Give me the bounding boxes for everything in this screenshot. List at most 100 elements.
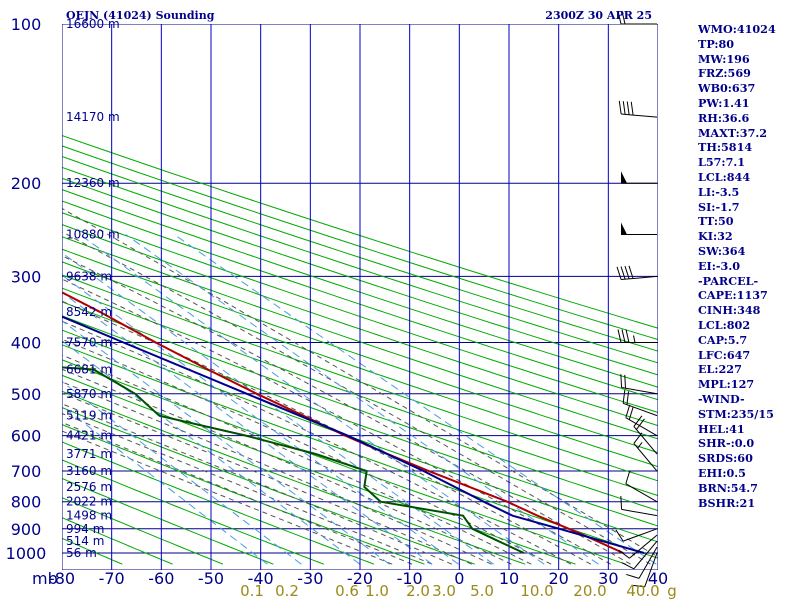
- moist-adiabat: [62, 421, 413, 565]
- moist-adiabat: [62, 392, 472, 565]
- index-item: STM:235/15: [698, 406, 774, 421]
- index-item: LCL:802: [698, 317, 751, 332]
- height-label: 7570 m: [66, 335, 112, 349]
- mixing-ratio-label: 0.1: [240, 582, 264, 600]
- mixing-ratio-label: 1.0: [365, 582, 389, 600]
- barb-flag: [621, 329, 626, 343]
- pressure-label: 400: [11, 333, 42, 352]
- indices-panel: WMO:41024 TP:80 MW:196 FRZ:569 WB0:637 PW:1.4…: [698, 22, 798, 510]
- barb-flag: [625, 404, 631, 418]
- index-item: SRDS:60: [698, 451, 753, 466]
- pressure-label: 500: [11, 385, 42, 404]
- mixing-ratio-label: 3.0: [432, 582, 456, 600]
- dry-adiabat: [62, 459, 324, 565]
- height-label: 14170 m: [66, 110, 120, 124]
- index-item: CAPE:1137: [698, 288, 768, 303]
- index-item: SHR-:0.0: [698, 436, 755, 451]
- barb-staff: [625, 417, 658, 437]
- time-label: 2300Z 30 APR 25: [545, 9, 652, 22]
- pressure-unit-label: mb: [32, 569, 58, 588]
- height-label: 3160 m: [66, 464, 112, 478]
- barb-flag: [631, 584, 645, 588]
- dry-adiabat: [62, 155, 658, 352]
- temperature-tick-label: 40: [648, 569, 668, 588]
- chart-title: OEJN (41024) Sounding: [66, 9, 215, 22]
- mixing-ratio-line: [79, 234, 545, 565]
- barb-half-flag: [637, 442, 643, 449]
- barb-staff: [621, 508, 658, 517]
- barb-flag: [616, 266, 622, 280]
- barb-flag: [625, 470, 631, 484]
- dry-adiabat: [62, 236, 658, 440]
- index-item: WB0:637: [698, 81, 756, 96]
- dry-adiabat: [62, 517, 173, 565]
- dry-adiabat: [62, 359, 627, 565]
- barb-flag: [618, 549, 630, 559]
- barb-staff: [621, 387, 658, 395]
- mixing-ratio-line: [62, 320, 390, 565]
- dry-adiabat: [62, 261, 658, 468]
- height-label: 2576 m: [66, 480, 112, 494]
- moist-adiabat: [62, 354, 532, 565]
- pressure-label: 700: [11, 462, 42, 481]
- dry-adiabat: [62, 145, 658, 341]
- index-item: LFC:647: [698, 347, 751, 362]
- mixing-ratio-line: [174, 234, 657, 565]
- moist-adiabat: [62, 207, 658, 558]
- pressure-label: 900: [11, 520, 42, 539]
- barb-flag: [624, 265, 630, 279]
- height-label: 2022 m: [66, 495, 112, 509]
- pressure-label: 1000: [6, 544, 47, 563]
- mixing-ratio-line: [62, 252, 494, 565]
- index-item: HEL:41: [698, 421, 745, 436]
- pressure-label: 100: [11, 15, 42, 34]
- index-item: WMO:41024: [698, 22, 776, 36]
- dry-adiabat: [62, 407, 475, 565]
- barb-flag: [621, 562, 635, 570]
- dry-adiabat: [62, 477, 274, 565]
- index-item: LI:-3.5: [698, 184, 740, 199]
- wind-barb: [620, 496, 658, 517]
- barb-flag: [624, 374, 626, 389]
- barb-staff: [625, 483, 658, 503]
- barb-flag: [636, 418, 645, 430]
- barb-flag: [620, 374, 623, 388]
- moist-adiabat: [62, 320, 572, 565]
- barb-staff: [623, 528, 658, 542]
- moist-adiabat: [62, 381, 492, 565]
- barb-flag: [626, 573, 640, 579]
- barb-staff: [621, 275, 658, 281]
- mixing-ratio-line: [62, 274, 459, 565]
- index-item: CAP:5.7: [698, 332, 748, 347]
- index-item: TT:50: [698, 214, 734, 229]
- pressure-label: 300: [11, 267, 42, 286]
- barb-half-flag: [633, 335, 636, 343]
- moist-adiabat: [62, 338, 552, 565]
- temperature-tick-label: -50: [198, 569, 224, 588]
- temperature-tick-label: 0: [454, 569, 464, 588]
- temperature-tick-label: -30: [297, 569, 323, 588]
- dewpoint-line: [62, 366, 525, 554]
- mixing-ratio-label: 2.0: [406, 582, 430, 600]
- temperature-line: [62, 291, 624, 554]
- mixing-ratio-label: 5.0: [470, 582, 494, 600]
- height-label: 4421 m: [66, 429, 112, 443]
- temperature-tick-label: -10: [397, 569, 423, 588]
- temperature-tick-label: 30: [598, 569, 618, 588]
- barb-flag: [615, 529, 624, 542]
- temperature-tick-label: -80: [49, 569, 75, 588]
- dry-adiabat: [62, 441, 375, 565]
- moist-adiabat: [62, 231, 651, 565]
- index-item: MPL:127: [698, 377, 755, 392]
- height-label: 16600 m: [66, 17, 120, 31]
- height-label: 994 m: [66, 522, 104, 536]
- index-item: TP:80: [698, 36, 735, 51]
- index-item: L57:7.1: [698, 155, 746, 170]
- dry-adiabat: [62, 497, 224, 565]
- height-label: 12360 m: [66, 176, 120, 190]
- wind-barb: [618, 534, 658, 559]
- barb-staff: [621, 113, 658, 118]
- index-item: MAXT:37.2: [698, 125, 768, 140]
